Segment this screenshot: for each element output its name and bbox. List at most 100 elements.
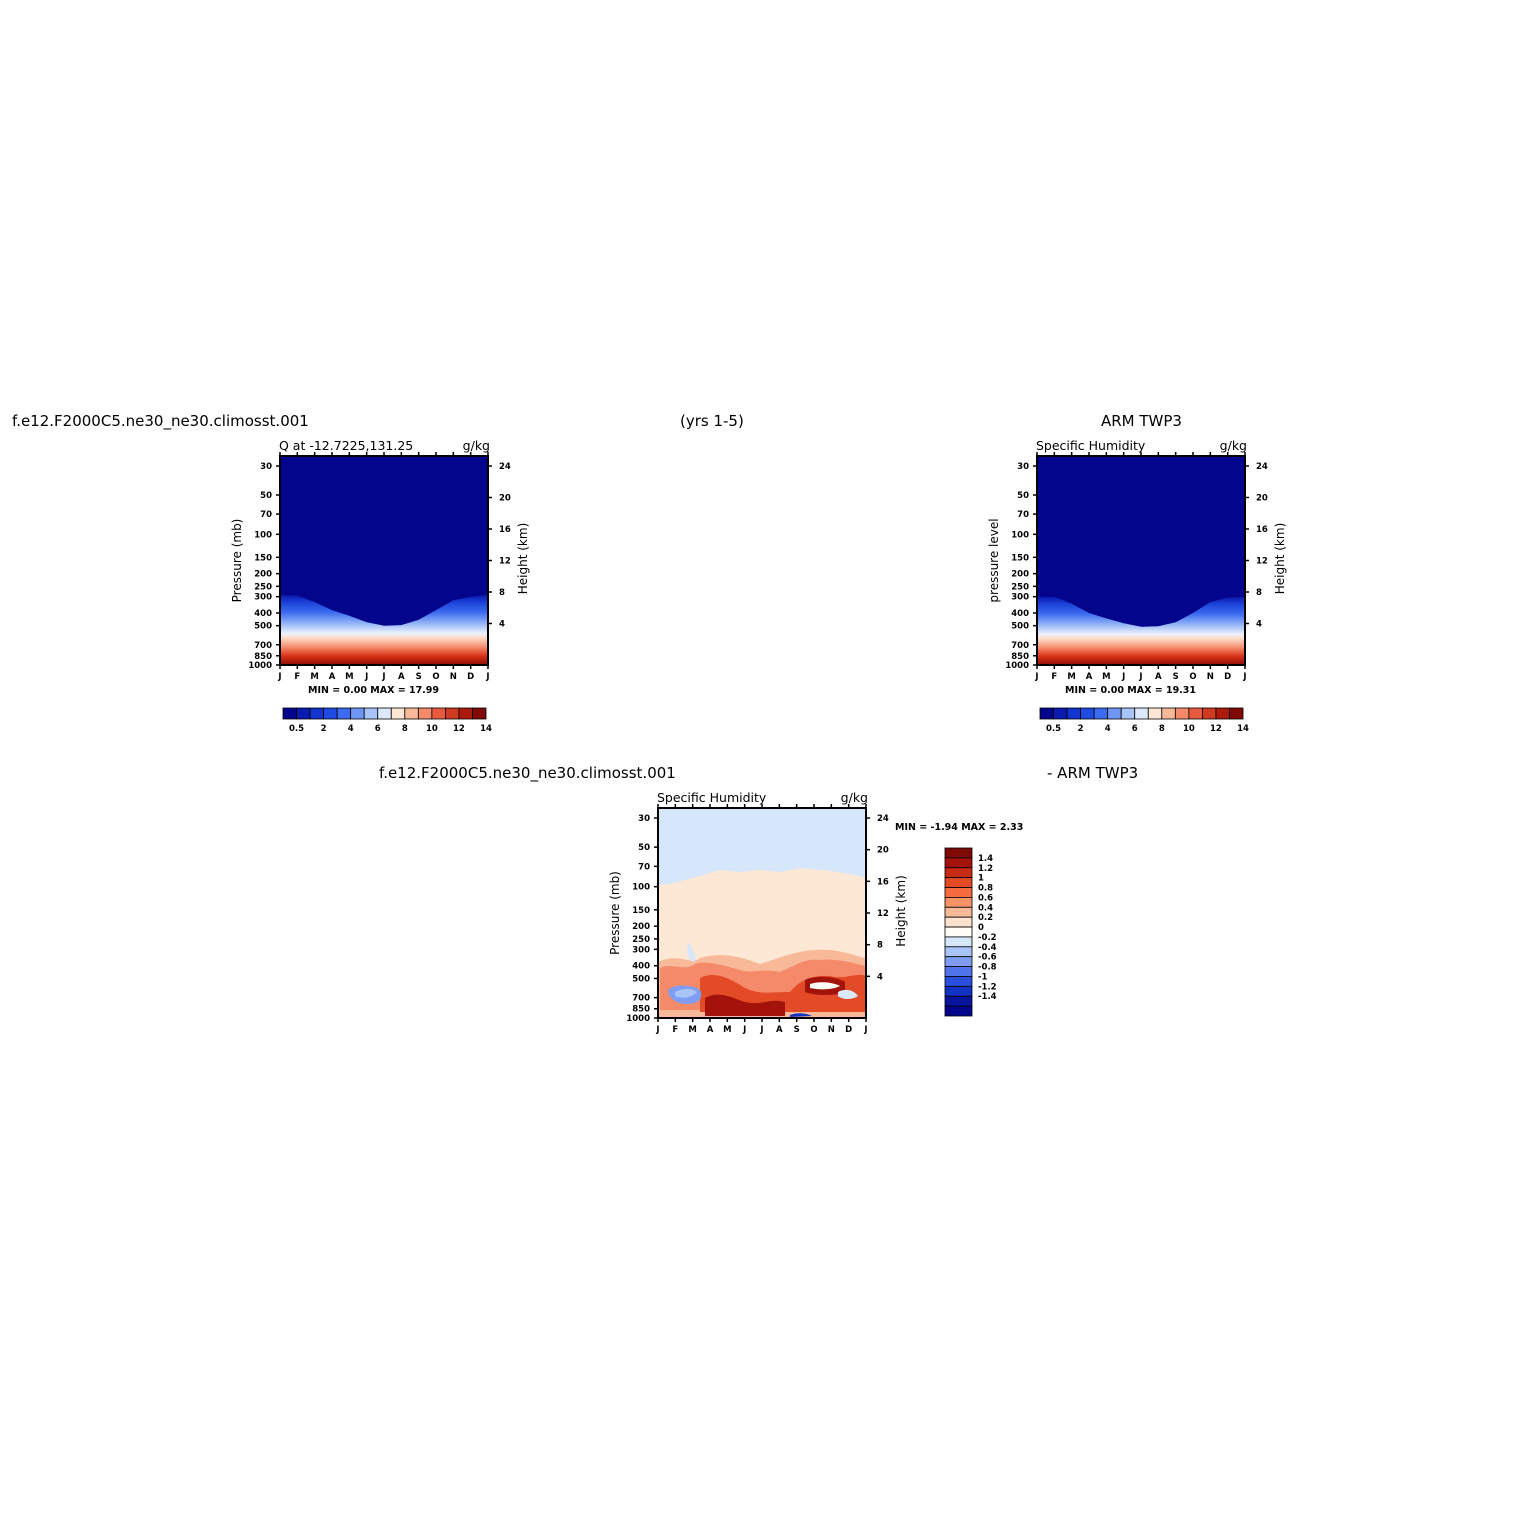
colorbar-swatch bbox=[1202, 707, 1217, 720]
y-tick-label: 300 bbox=[632, 945, 650, 955]
y-tick-label: 100 bbox=[1011, 530, 1029, 540]
height-tick-label: 24 bbox=[877, 814, 889, 824]
y-tick-label: 700 bbox=[632, 994, 650, 1004]
colorbar-label: 14 bbox=[1237, 724, 1249, 734]
center-panel-title: (yrs 1-5) bbox=[680, 412, 744, 430]
x-tick-label: F bbox=[1051, 672, 1057, 682]
height-tick-label: 20 bbox=[499, 494, 511, 504]
colorbar-swatch bbox=[1120, 707, 1136, 720]
min-max-stats: MIN = 0.00 MAX = 19.31 bbox=[1065, 685, 1196, 696]
height-tick-label: 4 bbox=[499, 620, 505, 630]
diff-colorbar-label: -1 bbox=[978, 972, 988, 982]
height-tick-label: 8 bbox=[1256, 588, 1262, 598]
y-tick-label: 500 bbox=[632, 974, 650, 984]
y-tick-label: 1000 bbox=[626, 1014, 650, 1024]
x-tick-label: J bbox=[381, 672, 385, 682]
y-tick-label: 150 bbox=[254, 553, 272, 563]
diff-fill-negative-blob-2 bbox=[838, 989, 858, 999]
diff-colorbar-swatch bbox=[944, 966, 973, 977]
y-tick-label: 70 bbox=[1017, 510, 1029, 520]
y-tick-label: 400 bbox=[632, 962, 650, 972]
colorbar-label: 8 bbox=[402, 724, 408, 734]
diff-colorbar-swatch bbox=[944, 857, 973, 869]
x-tick-label: A bbox=[776, 1025, 783, 1035]
x-tick-label: A bbox=[1086, 672, 1093, 682]
x-tick-label: N bbox=[1207, 672, 1214, 682]
x-tick-label: J bbox=[1121, 672, 1125, 682]
x-tick-label: J bbox=[863, 1025, 867, 1035]
colorbar-swatch bbox=[377, 707, 392, 720]
y-tick-label: 50 bbox=[1017, 491, 1029, 501]
diff-colorbar-swatch bbox=[944, 976, 973, 987]
plot-units-label: g/kg bbox=[463, 438, 490, 453]
diff-colorbar-swatch bbox=[944, 916, 973, 928]
diff-panel-title-model: f.e12.F2000C5.ne30_ne30.climosst.001 bbox=[379, 764, 676, 782]
y-tick-label: 400 bbox=[254, 609, 272, 619]
moist-lower-fill bbox=[1037, 596, 1245, 665]
y-tick-label: 150 bbox=[1011, 553, 1029, 563]
diff-colorbar-swatch bbox=[944, 877, 973, 888]
colorbar-label: 6 bbox=[1132, 724, 1138, 734]
x-tick-label: O bbox=[1189, 672, 1196, 682]
height-tick-label: 16 bbox=[499, 525, 511, 535]
y-tick-label: 850 bbox=[1011, 652, 1029, 662]
diff-colorbar-swatch bbox=[944, 956, 973, 967]
height-tick-label: 20 bbox=[1256, 494, 1268, 504]
x-tick-label: J bbox=[742, 1025, 746, 1035]
diff-colorbar-swatch bbox=[944, 1005, 973, 1017]
colorbar-swatch bbox=[1161, 707, 1176, 720]
x-tick-label: J bbox=[1138, 672, 1142, 682]
colorbar-swatch bbox=[1134, 707, 1149, 720]
obs-humidity-panel: J F M A M J J A S O N D J305070100150200250300400500… bbox=[987, 438, 1287, 696]
colorbar-label: 6 bbox=[375, 724, 381, 734]
x-tick-label: F bbox=[672, 1025, 678, 1035]
diff-fill-max-positive bbox=[705, 994, 785, 1016]
y-tick-label: 50 bbox=[260, 491, 272, 501]
diff-colorbar-swatch bbox=[944, 926, 973, 938]
y-tick-label: 200 bbox=[632, 922, 650, 932]
x-tick-label: D bbox=[845, 1025, 852, 1035]
colorbar-label: 2 bbox=[1078, 724, 1084, 734]
y-tick-label: 70 bbox=[260, 510, 272, 520]
x-tick-label: S bbox=[1173, 672, 1179, 682]
colorbar-swatch bbox=[1066, 707, 1081, 720]
colorbar-swatch bbox=[390, 707, 406, 720]
height-tick-label: 12 bbox=[499, 557, 511, 567]
y-tick-label: 300 bbox=[1011, 593, 1029, 603]
colorbar-label: 12 bbox=[1210, 724, 1222, 734]
x-tick-label: F bbox=[294, 672, 300, 682]
diff-colorbar-swatch bbox=[944, 906, 973, 918]
x-tick-label: M bbox=[1067, 672, 1075, 682]
colorbar-swatch bbox=[1093, 707, 1109, 720]
moist-lower-fill bbox=[280, 594, 488, 665]
x-tick-label: M bbox=[688, 1025, 696, 1035]
y-tick-label: 250 bbox=[254, 582, 272, 592]
x-tick-label: J bbox=[1034, 672, 1038, 682]
y-tick-label: 100 bbox=[632, 883, 650, 893]
y-tick-label: 1000 bbox=[1005, 661, 1029, 671]
diff-colorbar-label: 1.2 bbox=[978, 864, 993, 874]
colorbar-swatch bbox=[444, 707, 460, 720]
colorbar-swatch bbox=[1107, 707, 1122, 720]
x-tick-label: M bbox=[1102, 672, 1110, 682]
colorbar-label: 2 bbox=[321, 724, 327, 734]
y-axis-label: Pressure (mb) bbox=[230, 519, 244, 603]
colorbar-swatch bbox=[431, 707, 446, 720]
height-tick-label: 12 bbox=[877, 909, 889, 919]
colorbar-label: 0.5 bbox=[289, 724, 304, 734]
diff-colorbar-label: 0 bbox=[978, 923, 984, 933]
colorbar-label: 4 bbox=[348, 724, 354, 734]
diff-fill-surface-negative bbox=[790, 1013, 812, 1017]
y-tick-label: 500 bbox=[254, 622, 272, 632]
y-tick-label: 150 bbox=[632, 906, 650, 916]
colorbar-label: 4 bbox=[1105, 724, 1111, 734]
diff-colorbar-swatch bbox=[944, 887, 973, 898]
x-tick-label: A bbox=[707, 1025, 714, 1035]
x-tick-label: A bbox=[329, 672, 336, 682]
colorbar-label: 14 bbox=[480, 724, 492, 734]
x-tick-label: J bbox=[364, 672, 368, 682]
diff-fill-negative-core bbox=[675, 989, 697, 998]
y-tick-label: 250 bbox=[632, 935, 650, 945]
plot-subtitle-left: Specific Humidity bbox=[657, 790, 767, 805]
